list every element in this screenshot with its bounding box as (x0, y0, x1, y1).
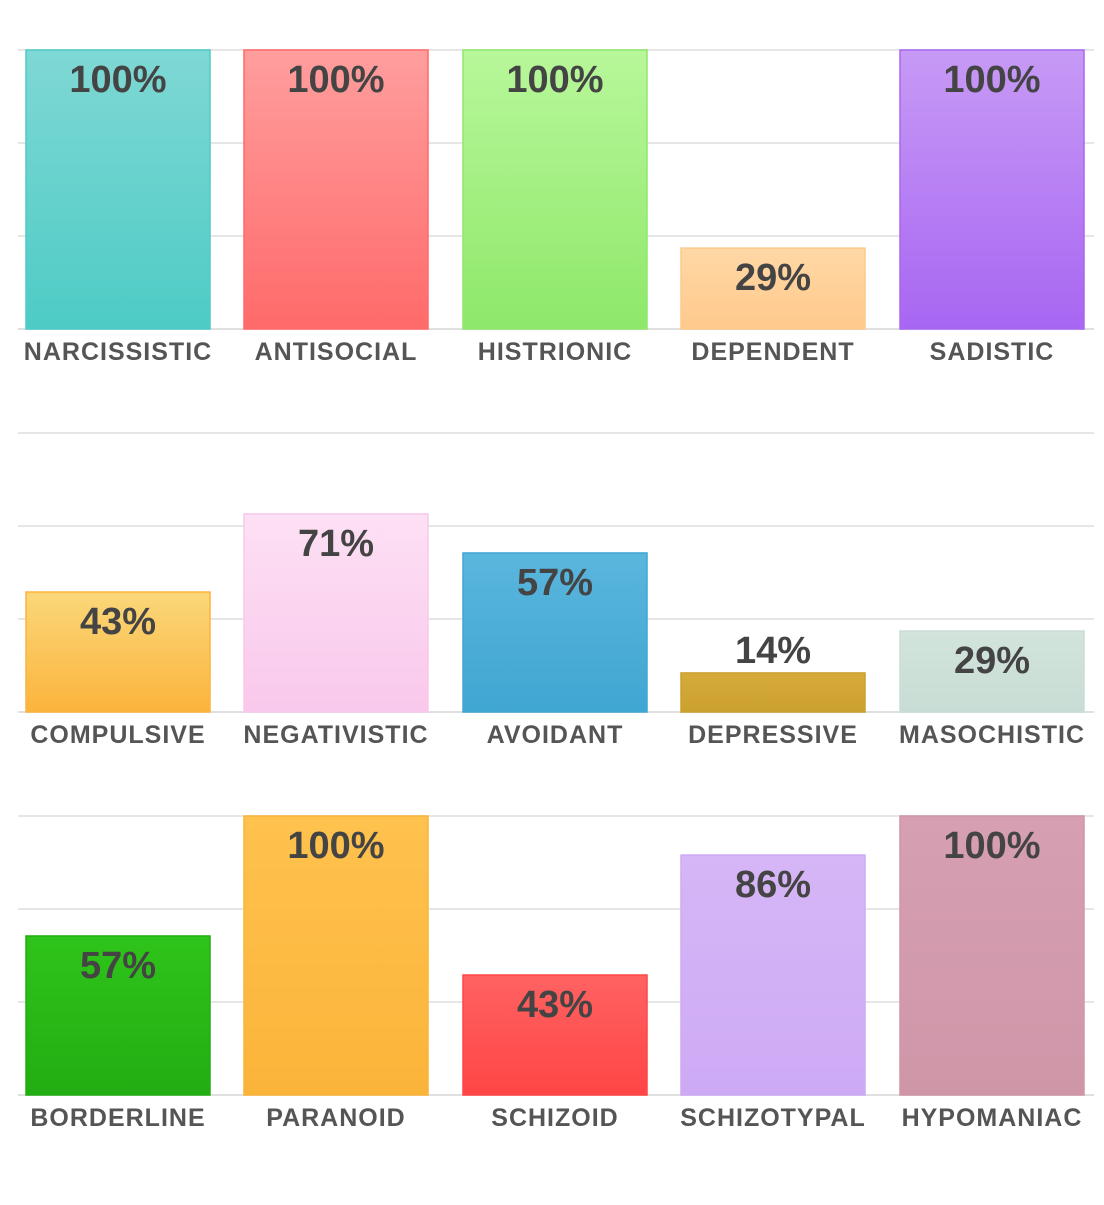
category-label-masochistic: MASOCHISTIC (899, 721, 1085, 749)
value-label-depressive: 14% (735, 630, 811, 672)
category-label-compulsive: COMPULSIVE (30, 721, 205, 749)
bar-depressive (680, 672, 866, 713)
category-label-schizoid: SCHIZOID (491, 1104, 618, 1132)
value-label-schizoid: 43% (517, 984, 593, 1026)
category-label-paranoid: PARANOID (266, 1104, 405, 1132)
bar-schizoid (462, 974, 648, 1096)
chart-panel-1: 100% NARCISSISTIC 100% ANTISOCIAL 100% HISTRI… (18, 49, 1094, 366)
value-label-paranoid: 100% (287, 825, 384, 867)
value-label-antisocial: 100% (287, 59, 384, 101)
category-label-schizotypal: SCHIZOTYPAL (680, 1104, 866, 1132)
value-label-negativistic: 71% (298, 523, 374, 565)
bar-compulsive (25, 591, 211, 713)
bar-histrionic (462, 49, 648, 330)
category-label-histrionic: HISTRIONIC (478, 338, 632, 366)
bar-antisocial (243, 49, 429, 330)
bar-dependent (680, 247, 866, 330)
chart-panel-3: 57% BORDERLINE 100% PARANOID 43% SCHIZOID 86% S… (18, 815, 1094, 1132)
value-label-narcissistic: 100% (69, 59, 166, 101)
bar-avoidant (462, 552, 648, 713)
bar-borderline (25, 935, 211, 1096)
category-label-sadistic: SADISTIC (930, 338, 1055, 366)
bar-negativistic (243, 513, 429, 713)
value-label-masochistic: 29% (954, 640, 1030, 682)
bar-schizotypal (680, 854, 866, 1096)
category-label-borderline: BORDERLINE (30, 1104, 205, 1132)
value-label-compulsive: 43% (80, 601, 156, 643)
bar-masochistic (899, 630, 1085, 713)
category-label-depressive: DEPRESSIVE (688, 721, 858, 749)
bar-sadistic (899, 49, 1085, 330)
value-label-hypomaniac: 100% (943, 825, 1040, 867)
bar-hypomaniac (899, 815, 1085, 1096)
value-label-sadistic: 100% (943, 59, 1040, 101)
value-label-schizotypal: 86% (735, 864, 811, 906)
value-label-borderline: 57% (80, 945, 156, 987)
category-label-narcissistic: NARCISSISTIC (24, 338, 212, 366)
category-label-negativistic: NEGATIVISTIC (243, 721, 428, 749)
category-label-hypomaniac: HYPOMANIAC (902, 1104, 1083, 1132)
bar-narcissistic (25, 49, 211, 330)
chart-panel-2: 43% COMPULSIVE 71% NEGATIVISTIC 57% AVOIDANT 1… (18, 432, 1094, 749)
category-label-avoidant: AVOIDANT (487, 721, 624, 749)
value-label-dependent: 29% (735, 257, 811, 299)
category-label-antisocial: ANTISOCIAL (255, 338, 418, 366)
value-label-avoidant: 57% (517, 562, 593, 604)
bar-paranoid (243, 815, 429, 1096)
category-label-dependent: DEPENDENT (691, 338, 854, 366)
value-label-histrionic: 100% (506, 59, 603, 101)
